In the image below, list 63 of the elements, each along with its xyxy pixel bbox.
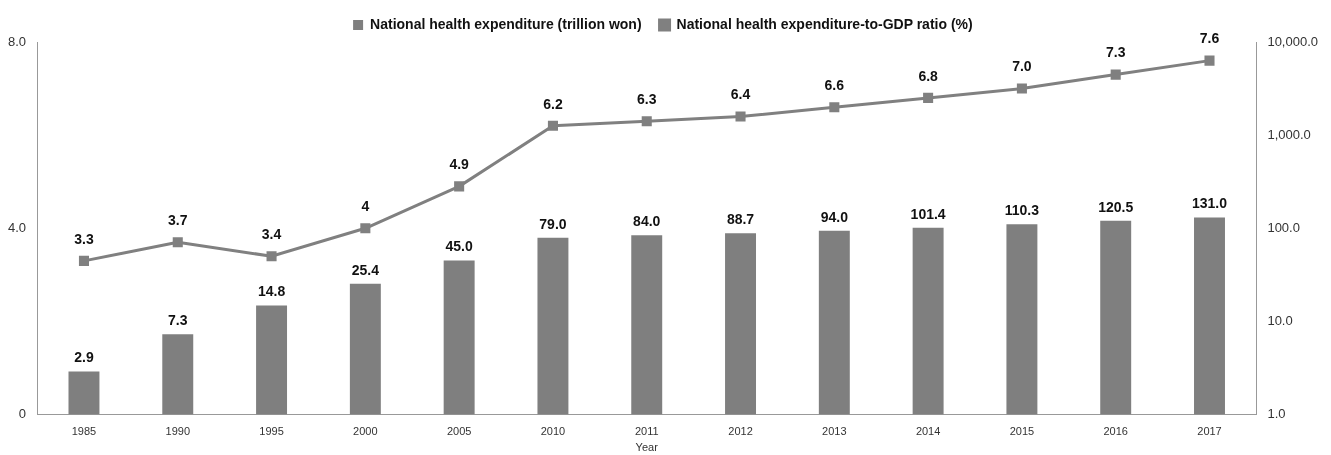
y2-tick-label: 1,000.0	[1267, 126, 1311, 142]
data-label: 25.4	[351, 261, 380, 278]
data-label: 131.0	[1191, 195, 1228, 212]
data-label: 3.4	[261, 226, 282, 243]
data-label: 120.5	[1098, 198, 1134, 215]
x-tick-label: 2000	[353, 425, 378, 438]
data-label: 6.8	[918, 67, 939, 84]
data-label: 7.6	[1199, 30, 1220, 47]
point	[923, 92, 934, 103]
point	[78, 255, 89, 266]
point	[172, 237, 183, 248]
x-tick-label: 2012	[728, 425, 753, 438]
y-tick-label: 0	[18, 406, 27, 422]
data-label: 2.9	[74, 349, 94, 366]
y2-tick-label: 10.0	[1267, 313, 1293, 329]
data-label: 7.0	[1012, 58, 1032, 75]
data-label: 84.0	[633, 213, 661, 230]
x-axis-title: Year	[635, 441, 659, 454]
y2-tick-label: 100.0	[1267, 219, 1300, 235]
data-label: 4	[361, 198, 370, 215]
x-tick-label: 1990	[165, 425, 191, 438]
data-label: 94.0	[820, 208, 849, 225]
point	[360, 223, 371, 234]
data-label: 88.7	[726, 211, 755, 228]
x-tick-label: 2016	[1103, 425, 1128, 438]
y2-tick-label: 1.0	[1267, 406, 1286, 422]
x-tick-label: 2011	[634, 425, 659, 438]
data-label: 6.6	[824, 77, 845, 94]
data-label: 7.3	[168, 312, 188, 329]
point	[454, 181, 465, 192]
data-label: 6.4	[730, 86, 751, 103]
x-tick-label: 1995	[259, 425, 284, 438]
x-tick-label: 2013	[822, 425, 847, 438]
point	[641, 116, 652, 127]
x-tick-label: 2010	[540, 425, 566, 438]
data-label: 45.0	[445, 238, 473, 255]
x-tick-label: 2015	[1009, 425, 1035, 438]
x-tick-label: 1985	[71, 425, 97, 438]
legend-label: National health expenditure-to-GDP ratio (%)	[676, 15, 973, 32]
y-tick-label: 8.0	[7, 33, 27, 49]
data-label: 14.8	[257, 283, 286, 300]
point	[829, 102, 840, 113]
y-tick-label: 4.0	[7, 219, 27, 235]
data-label: 110.3	[1004, 202, 1040, 219]
point	[1110, 69, 1121, 80]
point	[1204, 55, 1215, 66]
data-label: 3.3	[74, 230, 94, 247]
data-label: 3.7	[168, 212, 188, 229]
y2-tick-label: 10,000.0	[1267, 33, 1319, 49]
data-label: 6.3	[637, 91, 657, 108]
data-label: 7.3	[1105, 44, 1126, 61]
point	[547, 120, 558, 131]
x-tick-label: 2014	[915, 425, 941, 438]
legend-label: National health expenditure (trillion won)	[370, 15, 642, 32]
point	[266, 251, 277, 262]
x-tick-label: 2005	[446, 425, 472, 438]
point	[735, 111, 746, 122]
data-label: 4.9	[449, 156, 470, 173]
data-label: 101.4	[910, 205, 946, 222]
data-label: 6.2	[543, 95, 563, 112]
point	[1016, 83, 1027, 94]
data-label: 79.0	[539, 215, 567, 232]
x-tick-label: 2017	[1197, 425, 1222, 438]
